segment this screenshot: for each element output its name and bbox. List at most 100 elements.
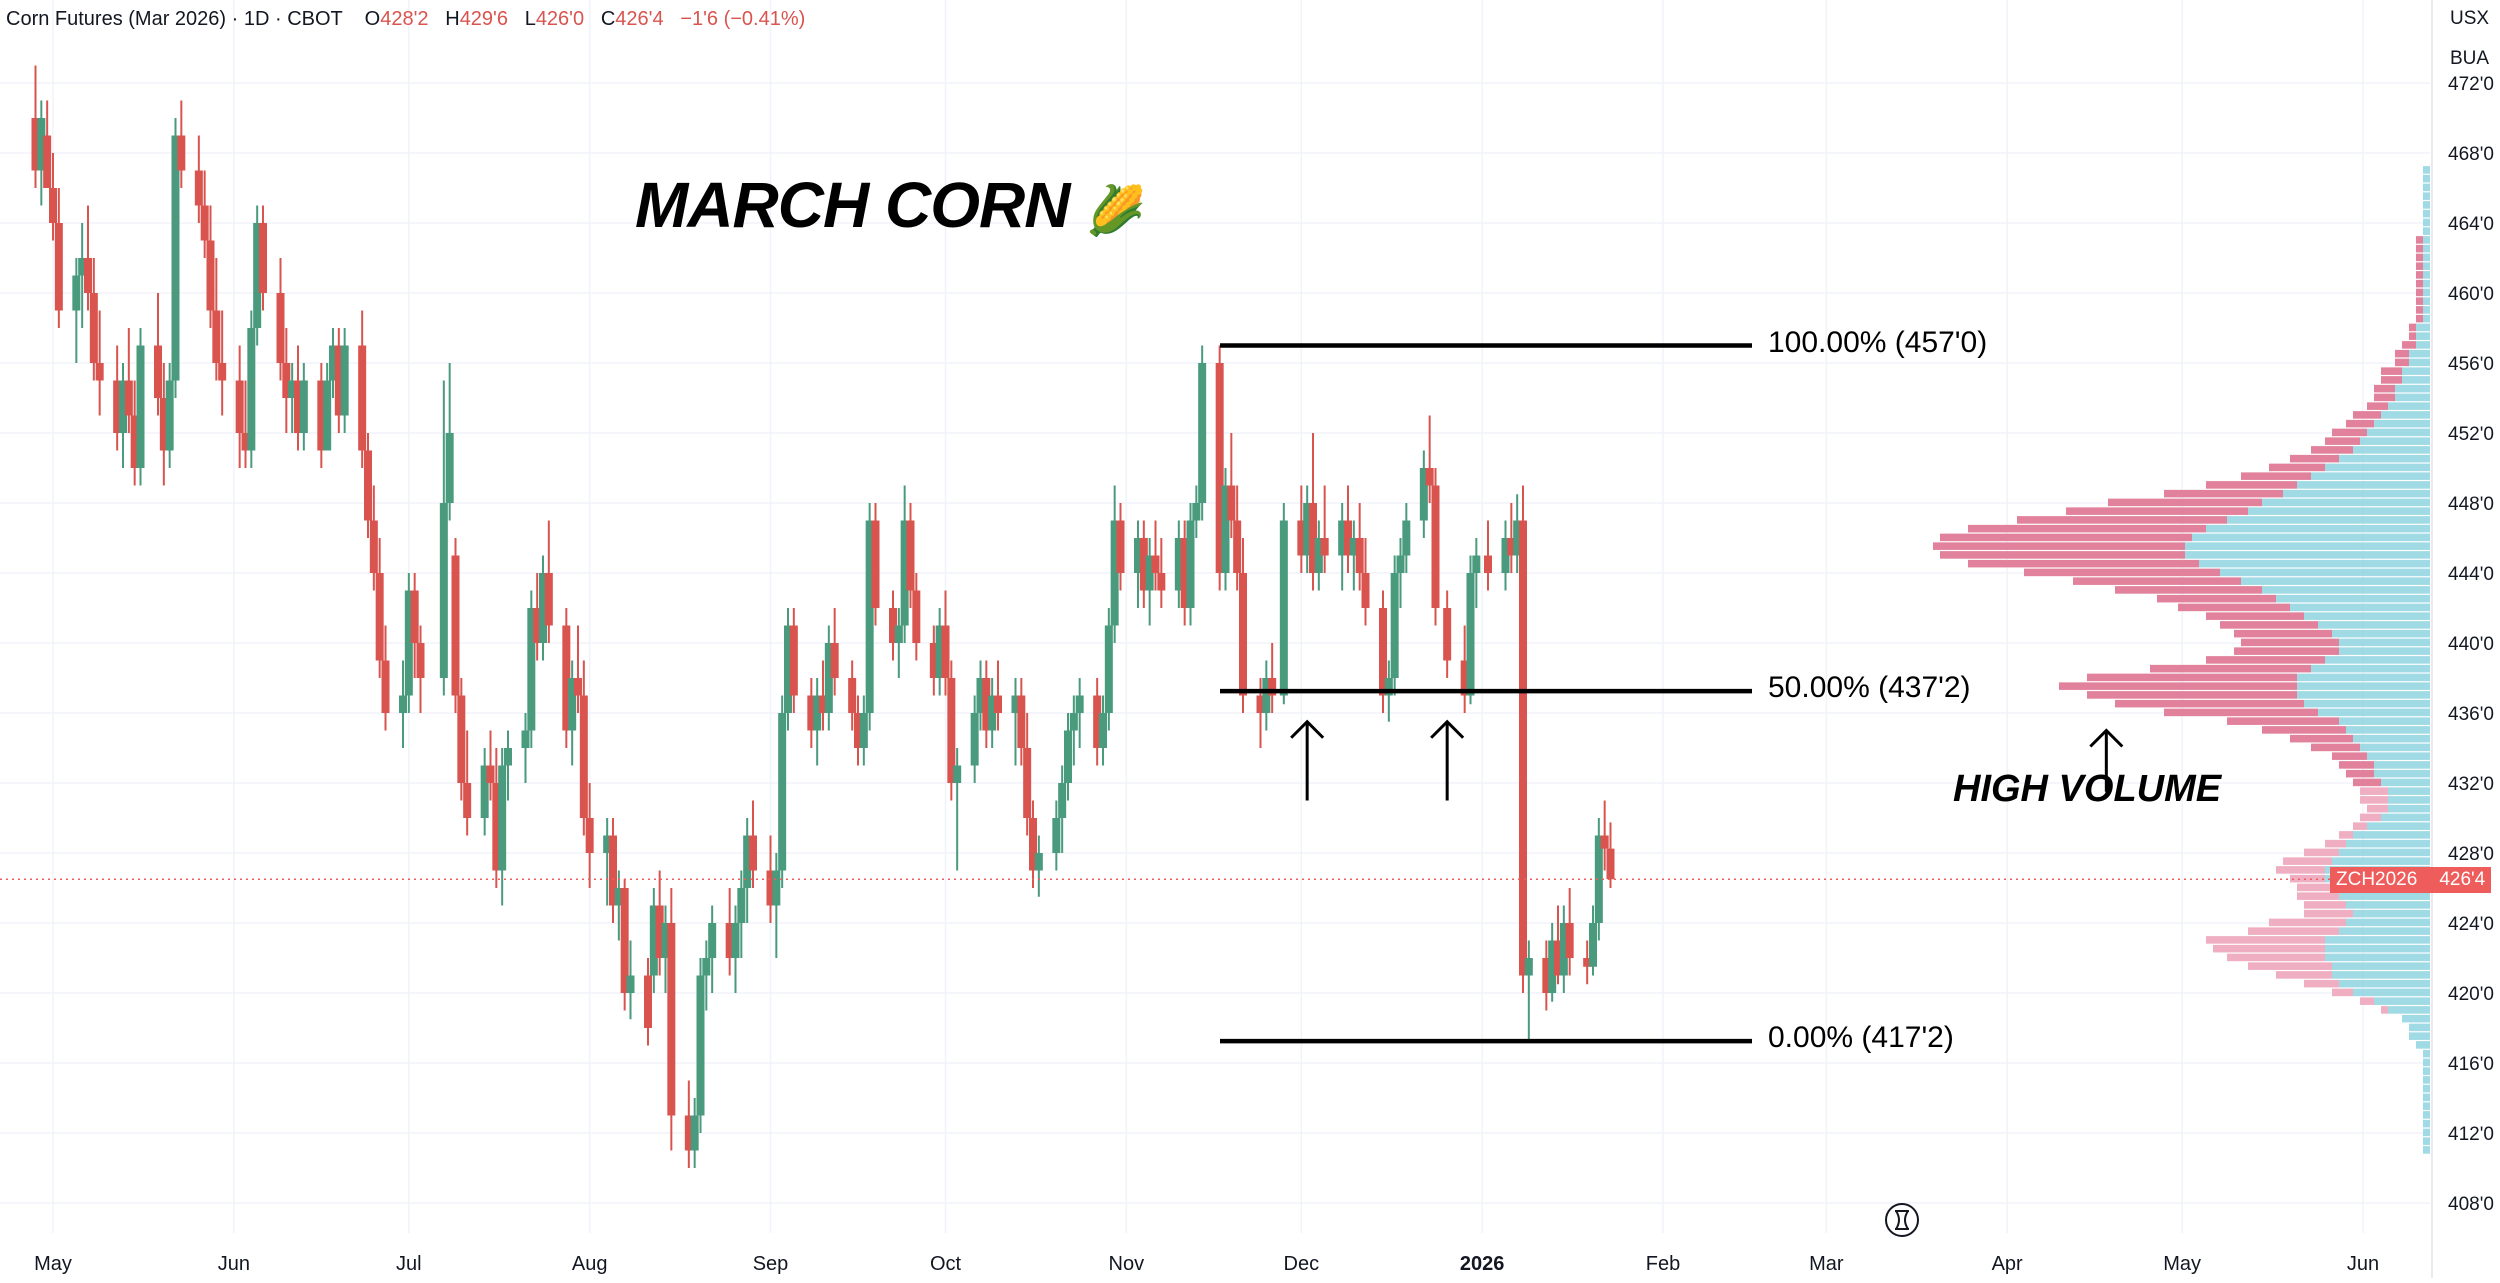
candle[interactable] <box>655 870 664 976</box>
candle[interactable] <box>498 748 507 906</box>
candle[interactable] <box>562 608 571 748</box>
candle[interactable] <box>37 100 46 206</box>
candle[interactable] <box>708 905 717 994</box>
candle[interactable] <box>416 625 425 714</box>
candle[interactable] <box>1279 503 1288 705</box>
candle[interactable] <box>854 695 862 766</box>
candle[interactable] <box>1344 485 1352 574</box>
candle[interactable] <box>1011 678 1020 766</box>
chart-title-annotation[interactable]: MARCH CORN 🌽 <box>635 168 1146 242</box>
candle[interactable] <box>947 660 956 801</box>
candle[interactable] <box>737 870 746 959</box>
candle[interactable] <box>294 345 302 451</box>
candle[interactable] <box>871 503 880 626</box>
candle[interactable] <box>1548 923 1557 1002</box>
candle[interactable] <box>1402 503 1411 573</box>
candle[interactable] <box>1058 765 1067 854</box>
candle[interactable] <box>241 380 250 469</box>
candle[interactable] <box>299 363 308 451</box>
candle[interactable] <box>731 905 740 994</box>
candle[interactable] <box>95 310 104 416</box>
candle[interactable] <box>1116 503 1125 591</box>
candle[interactable] <box>1268 643 1277 713</box>
candle[interactable] <box>404 573 413 713</box>
candle[interactable] <box>521 713 530 783</box>
candle[interactable] <box>136 328 145 486</box>
candle[interactable] <box>1314 520 1323 591</box>
candle[interactable] <box>603 818 612 906</box>
candle[interactable] <box>1029 800 1037 889</box>
candle[interactable] <box>1513 494 1522 573</box>
candle[interactable] <box>78 223 87 328</box>
candle[interactable] <box>194 135 203 224</box>
candle[interactable] <box>1069 695 1078 766</box>
candle[interactable] <box>1233 485 1242 591</box>
candle[interactable] <box>1507 503 1516 573</box>
candle[interactable] <box>1600 800 1609 871</box>
candle[interactable] <box>259 205 267 311</box>
candle[interactable] <box>813 678 822 766</box>
candle[interactable] <box>247 310 256 469</box>
candle[interactable] <box>1519 485 1527 994</box>
candle[interactable] <box>282 328 291 433</box>
candle[interactable] <box>848 660 857 731</box>
last-price-tag[interactable]: ZCH2026 426'4 <box>2330 867 2492 893</box>
candle[interactable] <box>667 888 676 1151</box>
candle[interactable] <box>124 328 133 433</box>
candle[interactable] <box>544 520 553 644</box>
candle[interactable] <box>218 310 227 416</box>
candle[interactable] <box>492 748 501 888</box>
candle[interactable] <box>970 695 979 784</box>
candle[interactable] <box>1052 800 1061 871</box>
candle[interactable] <box>859 695 868 766</box>
candle[interactable] <box>206 205 215 329</box>
candle[interactable] <box>399 660 407 749</box>
candle[interactable] <box>334 328 343 433</box>
candle[interactable] <box>824 625 833 731</box>
candle[interactable] <box>1460 625 1469 714</box>
candle[interactable] <box>1145 538 1154 626</box>
candle[interactable] <box>235 345 244 469</box>
candle[interactable] <box>381 625 390 731</box>
candle[interactable] <box>1559 905 1568 994</box>
fib-label-0[interactable]: 0.00% (417'2) <box>1768 1021 1954 1055</box>
fib-label-100[interactable]: 100.00% (457'0) <box>1768 325 1988 359</box>
candle[interactable] <box>789 608 798 713</box>
candle[interactable] <box>1297 485 1306 574</box>
candle[interactable] <box>154 293 162 416</box>
candle[interactable] <box>1227 433 1236 538</box>
candle[interactable] <box>358 310 367 469</box>
candle[interactable] <box>1472 538 1481 608</box>
candle[interactable] <box>766 835 775 924</box>
fibonacci-levels[interactable] <box>1220 343 1752 1044</box>
candle[interactable] <box>113 345 122 451</box>
candle[interactable] <box>451 538 460 713</box>
candle[interactable] <box>1157 538 1166 608</box>
candle[interactable] <box>119 363 127 468</box>
candle[interactable] <box>1023 713 1032 836</box>
candle[interactable] <box>276 258 285 381</box>
candle[interactable] <box>690 1098 699 1168</box>
candle[interactable] <box>684 1080 693 1169</box>
candle[interactable] <box>1320 485 1329 574</box>
candle[interactable] <box>1554 905 1562 985</box>
candle[interactable] <box>1443 590 1452 679</box>
candle[interactable] <box>533 573 542 661</box>
candle[interactable] <box>212 258 221 381</box>
candle[interactable] <box>784 608 792 731</box>
candle[interactable] <box>743 818 752 923</box>
candle[interactable] <box>994 660 1002 731</box>
candle[interactable] <box>89 258 98 381</box>
candle[interactable] <box>1099 695 1107 766</box>
candle[interactable] <box>865 503 874 731</box>
candle[interactable] <box>702 940 711 1011</box>
candle[interactable] <box>696 958 705 1133</box>
candle[interactable] <box>253 205 262 346</box>
candle[interactable] <box>1186 503 1195 626</box>
candle[interactable] <box>486 730 495 801</box>
candle[interactable] <box>439 380 448 696</box>
candle[interactable] <box>445 363 454 521</box>
candle[interactable] <box>177 100 186 189</box>
